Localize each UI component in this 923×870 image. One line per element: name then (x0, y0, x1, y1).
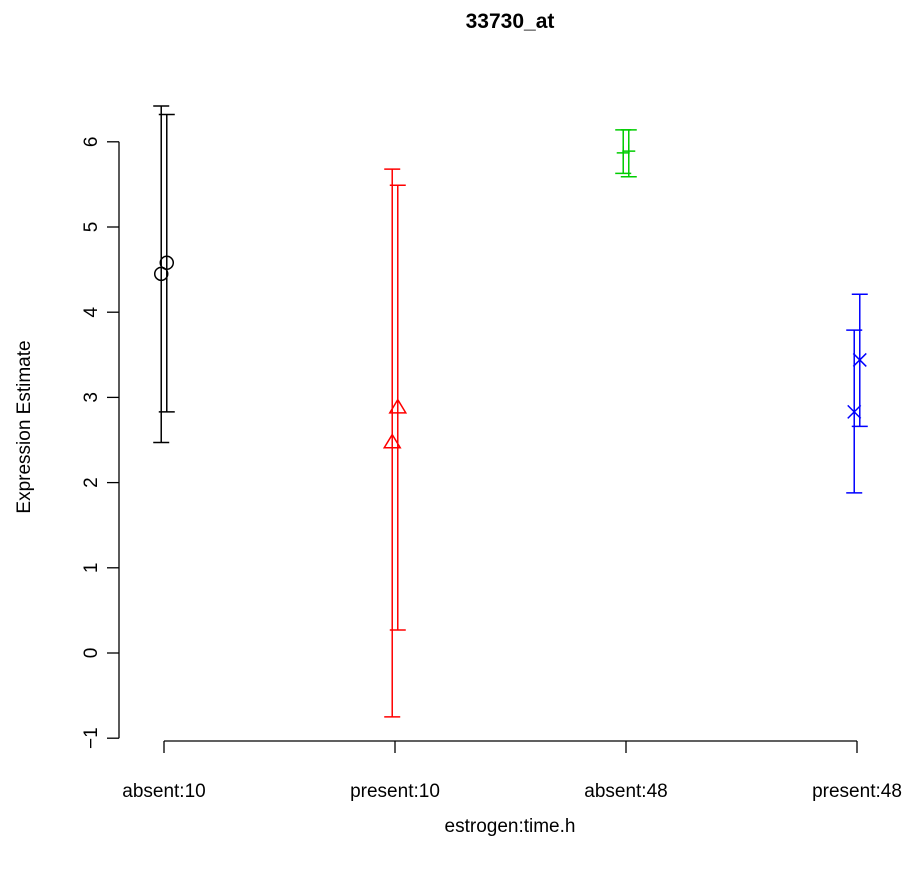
data-point (622, 144, 636, 158)
y-tick-label: 0 (81, 648, 102, 659)
x-tick-label: absent:10 (122, 781, 205, 802)
x-axis: absent:10 present:10 absent:48 present:48 (122, 740, 902, 802)
y-tick-label: 1 (81, 563, 102, 574)
x-tick-label: present:48 (812, 781, 902, 802)
data-point (616, 146, 630, 160)
x-axis-label: estrogen:time.h (445, 816, 576, 837)
data-point (159, 255, 175, 271)
y-axis: −1 0 1 2 3 4 5 6 (81, 137, 120, 749)
y-tick-label: 5 (81, 222, 102, 233)
y-tick-label: 6 (81, 137, 102, 148)
data-point (847, 404, 862, 419)
x-tick-label: absent:48 (584, 781, 667, 802)
chart-title: 33730_at (466, 10, 555, 33)
y-axis-label: Expression Estimate (14, 340, 35, 513)
data-marks (153, 105, 868, 718)
data-point (388, 398, 408, 414)
y-tick-label: 3 (81, 392, 102, 403)
data-point (382, 433, 402, 449)
y-tick-label: 2 (81, 477, 102, 488)
y-tick-label: −1 (81, 727, 102, 749)
data-point (852, 352, 867, 367)
x-tick-label: present:10 (350, 781, 440, 802)
y-tick-label: 4 (81, 306, 102, 317)
